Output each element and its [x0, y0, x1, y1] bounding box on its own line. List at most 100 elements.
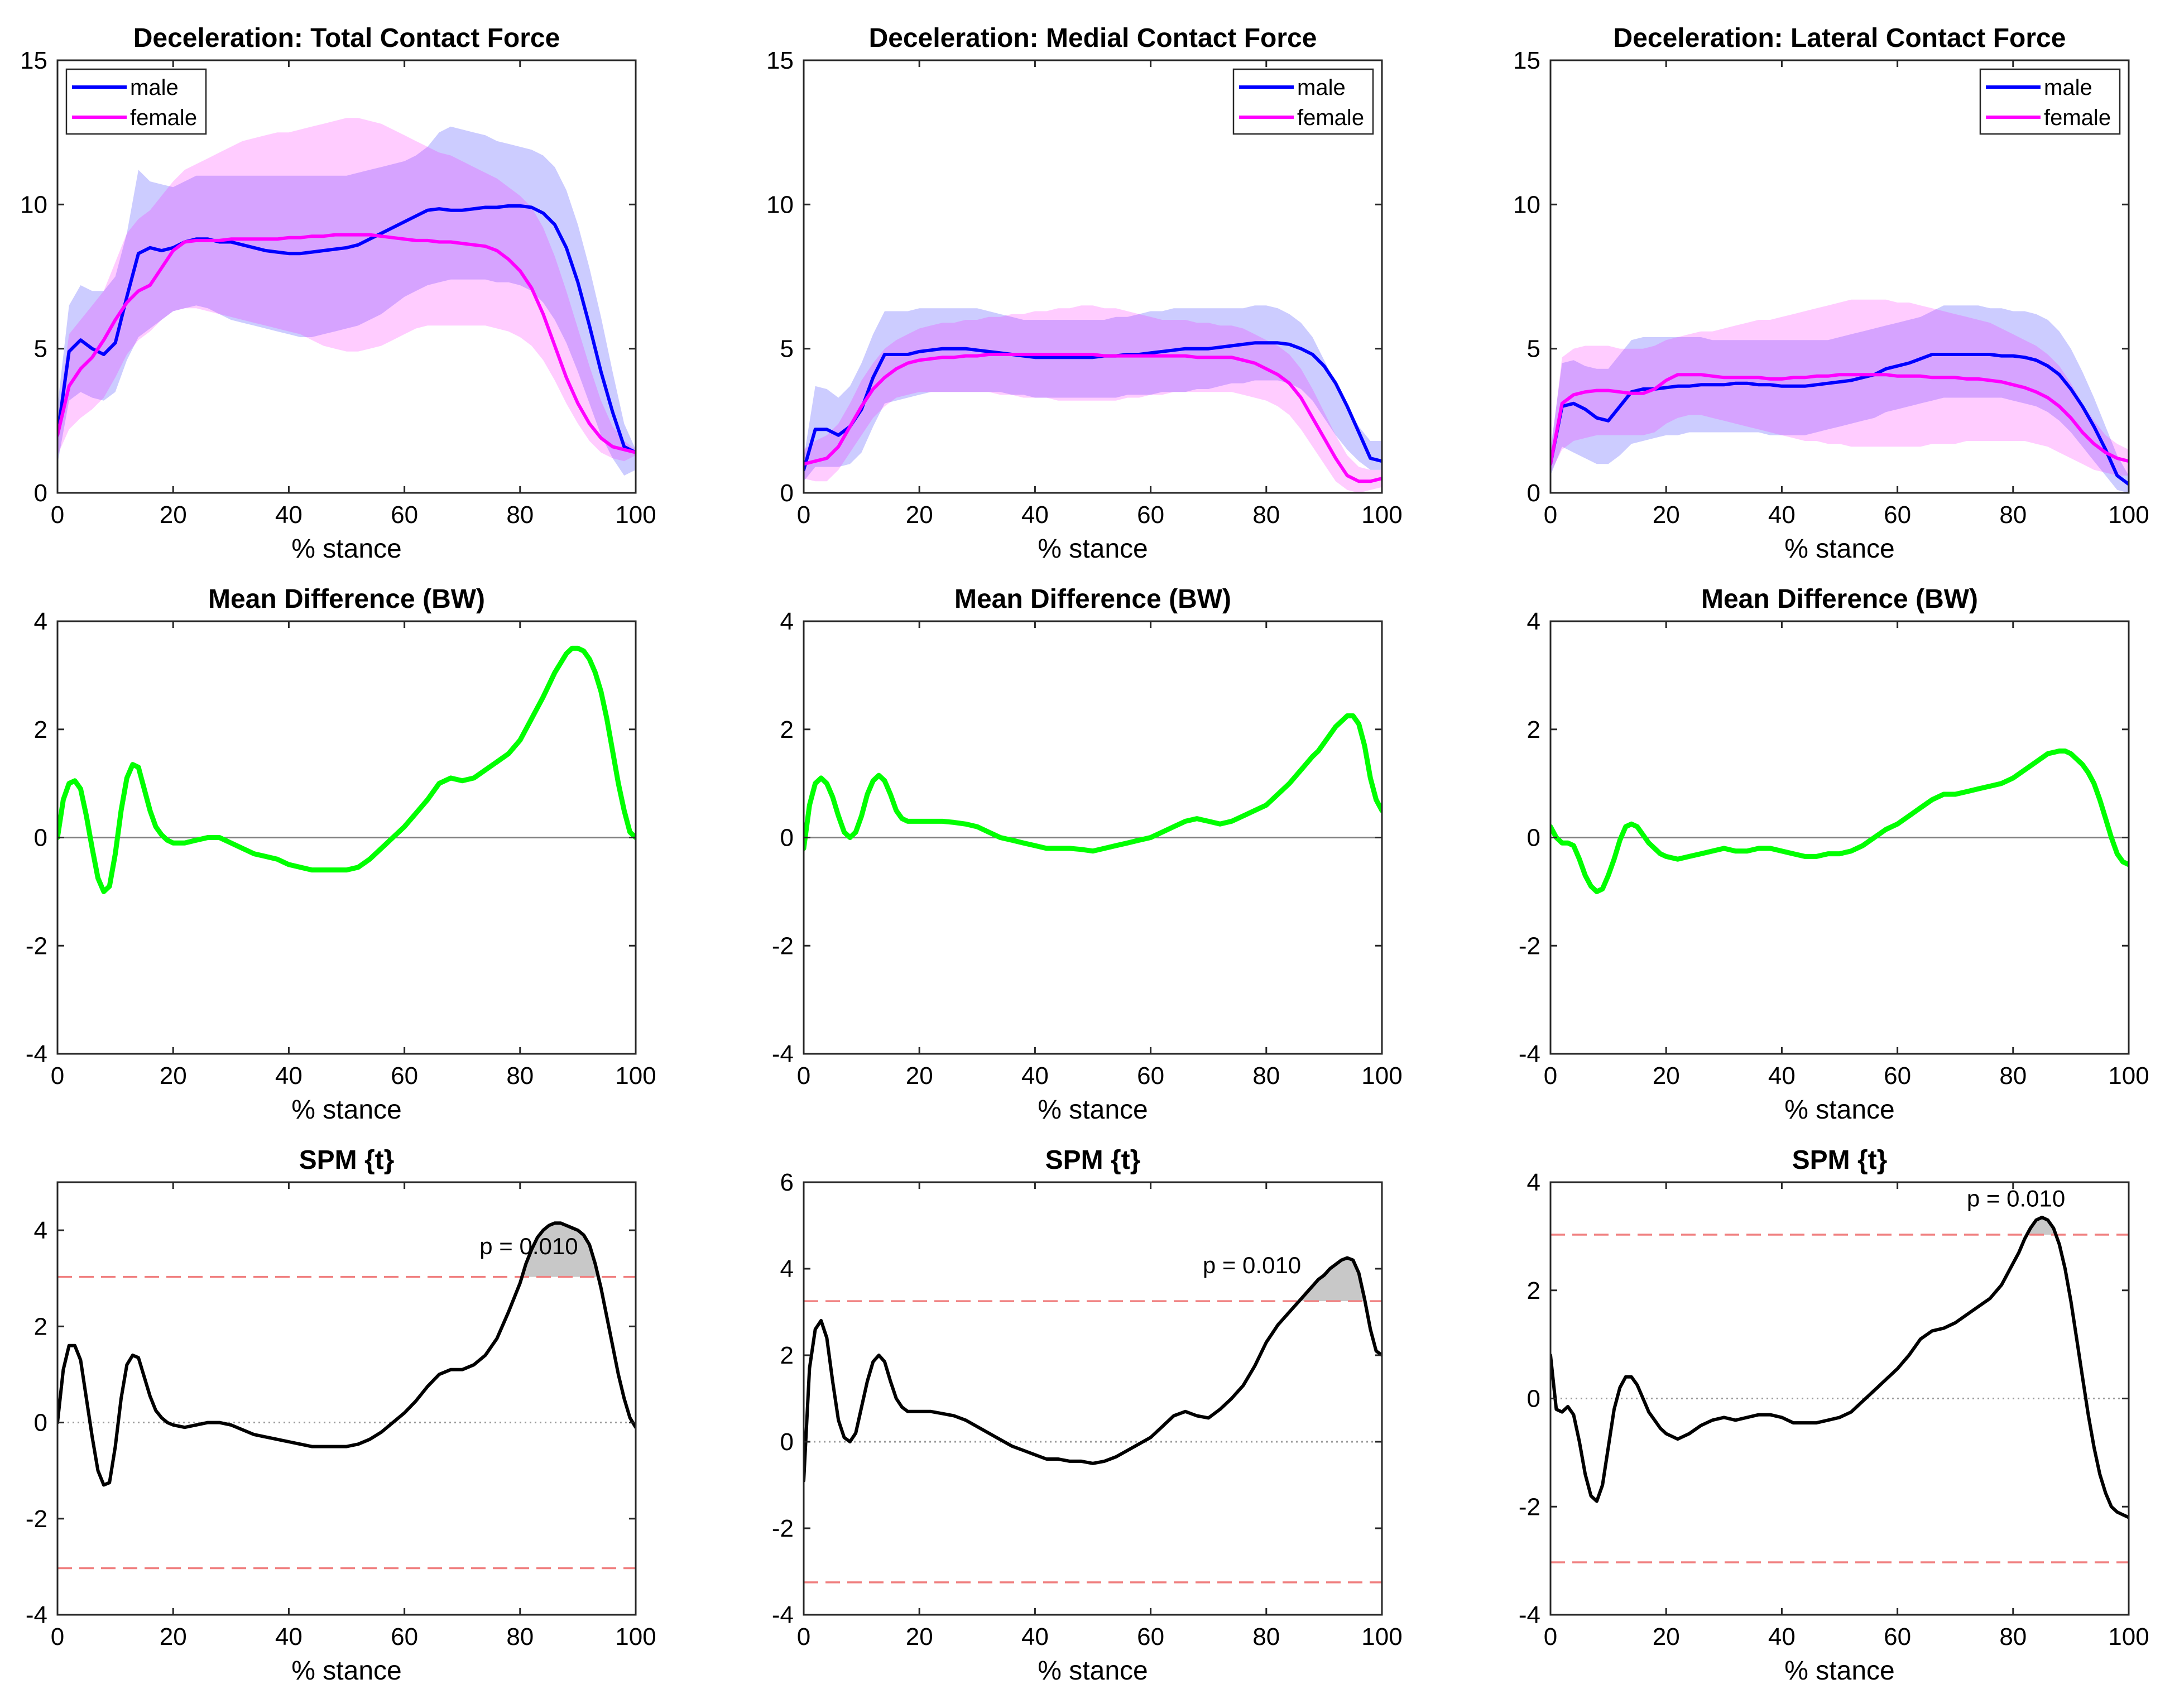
data-layer: [57, 645, 636, 894]
x-axis-label: % stance: [1038, 1656, 1148, 1686]
p-value-annotation: p = 0.010: [1203, 1252, 1301, 1278]
y-tick-label: 15: [1513, 47, 1540, 74]
x-tick-label: 80: [1999, 501, 2027, 529]
x-tick-label: 20: [906, 501, 933, 529]
y-tick-label: -2: [26, 932, 47, 959]
x-tick-label: 40: [1021, 501, 1049, 529]
x-tick-label: 100: [1361, 1623, 1402, 1651]
x-tick-label: 60: [391, 501, 418, 529]
y-tick-label: 2: [34, 716, 47, 743]
chart-title: Mean Difference (BW): [1701, 584, 1978, 614]
x-tick-label: 80: [506, 1623, 534, 1651]
series-line-SPM-t: [1550, 1216, 2129, 1519]
chart-title: Deceleration: Medial Contact Force: [869, 23, 1317, 53]
x-tick-label: 80: [1999, 1062, 2027, 1090]
x-tick-label: 80: [1252, 501, 1280, 529]
band-male: [57, 126, 636, 476]
legend-label-female: female: [2044, 105, 2111, 130]
data-layer: [804, 713, 1382, 854]
series-line-mean-difference: [804, 713, 1382, 854]
y-tick-label: -2: [26, 1505, 47, 1533]
x-axis-label: % stance: [1784, 1095, 1894, 1125]
band-female: [1550, 299, 2129, 476]
series-line-male: [804, 341, 1382, 472]
x-tick-label: 0: [51, 1062, 64, 1090]
x-tick-label: 60: [391, 1623, 418, 1651]
x-tick-label: 20: [160, 501, 187, 529]
x-tick-label: 80: [506, 1062, 534, 1090]
x-tick-label: 0: [797, 501, 810, 529]
panel-mean-difference-total: 0 20 40 60 80 100 -4 -2 0 2 4 Mean Difference (BW)%…: [26, 584, 656, 1125]
band-female: [57, 118, 636, 462]
band-female: [804, 305, 1382, 493]
y-tick-label: -2: [1519, 932, 1540, 959]
x-tick-label: 100: [2108, 1623, 2149, 1651]
y-tick-label: 2: [780, 716, 794, 743]
x-axis-label: % stance: [1784, 1656, 1894, 1686]
y-tick-label: 2: [1527, 716, 1540, 743]
series-line-mean-difference: [57, 645, 636, 894]
x-tick-label: 40: [275, 1623, 303, 1651]
y-tick-label: -4: [1519, 1040, 1540, 1068]
y-tick-label: -4: [772, 1601, 794, 1629]
y-tick-label: -4: [772, 1040, 794, 1068]
y-tick-label: -4: [26, 1601, 47, 1629]
y-tick-label: 4: [1527, 1169, 1540, 1196]
x-tick-label: 20: [1653, 501, 1680, 529]
x-tick-label: 60: [1137, 501, 1164, 529]
x-tick-label: 40: [1021, 1062, 1049, 1090]
x-tick-label: 80: [506, 501, 534, 529]
y-tick-label: 6: [780, 1169, 794, 1196]
x-tick-label: 40: [1768, 1062, 1796, 1090]
data-layer: [1550, 749, 2129, 894]
chart-title: Deceleration: Lateral Contact Force: [1614, 23, 2066, 53]
y-tick-label: 10: [766, 191, 794, 218]
legend-box: [1232, 68, 1374, 135]
x-axis-label: % stance: [1038, 534, 1148, 564]
cluster-fill: [1299, 1258, 1365, 1302]
x-tick-label: 20: [1653, 1623, 1680, 1651]
x-tick-label: 100: [1361, 501, 1402, 529]
chart-title: Deceleration: Total Contact Force: [133, 23, 560, 53]
legend-label-male: male: [130, 75, 179, 100]
y-tick-label: 4: [780, 1255, 794, 1283]
y-tick-label: 4: [1527, 608, 1540, 635]
panel-total-contact-force: 0 20 40 60 80 100 0 5 10 15 Deceleration: Total Co…: [20, 23, 656, 564]
cluster-fill: [522, 1223, 599, 1277]
y-tick-label: 0: [34, 479, 47, 507]
x-tick-label: 60: [1884, 1062, 1911, 1090]
x-tick-label: 40: [1768, 501, 1796, 529]
y-tick-label: 2: [34, 1313, 47, 1340]
legend-label-female: female: [1297, 105, 1364, 130]
y-tick-label: -4: [26, 1040, 47, 1068]
x-tick-label: 20: [1653, 1062, 1680, 1090]
y-tick-label: -2: [1519, 1493, 1540, 1520]
y-tick-label: 0: [780, 1428, 794, 1456]
x-tick-label: 0: [1544, 1623, 1557, 1651]
legend: male female: [1232, 68, 1374, 135]
axes-frame: [1549, 59, 2130, 494]
data-layer: [804, 1256, 1382, 1584]
series-line-male: [1550, 353, 2129, 486]
legend-box: [1979, 68, 2121, 135]
chart-title: Mean Difference (BW): [208, 584, 485, 614]
legend: male female: [65, 68, 207, 135]
x-tick-label: 0: [51, 501, 64, 529]
y-tick-label: 10: [1513, 191, 1540, 218]
y-tick-label: 5: [780, 335, 794, 363]
x-tick-label: 0: [51, 1623, 64, 1651]
series-line-mean-difference: [1550, 749, 2129, 894]
x-tick-label: 0: [1544, 501, 1557, 529]
y-tick-label: 15: [766, 47, 794, 74]
x-tick-label: 80: [1999, 1623, 2027, 1651]
y-tick-label: 0: [780, 824, 794, 852]
data-layer: [57, 1221, 636, 1570]
x-tick-label: 40: [275, 501, 303, 529]
x-tick-label: 20: [906, 1623, 933, 1651]
y-tick-label: 2: [1527, 1277, 1540, 1304]
axes-frame: [803, 59, 1383, 494]
chart-title: SPM {t}: [1045, 1145, 1141, 1175]
y-tick-label: 4: [34, 608, 47, 635]
legend-label-male: male: [1297, 75, 1346, 100]
